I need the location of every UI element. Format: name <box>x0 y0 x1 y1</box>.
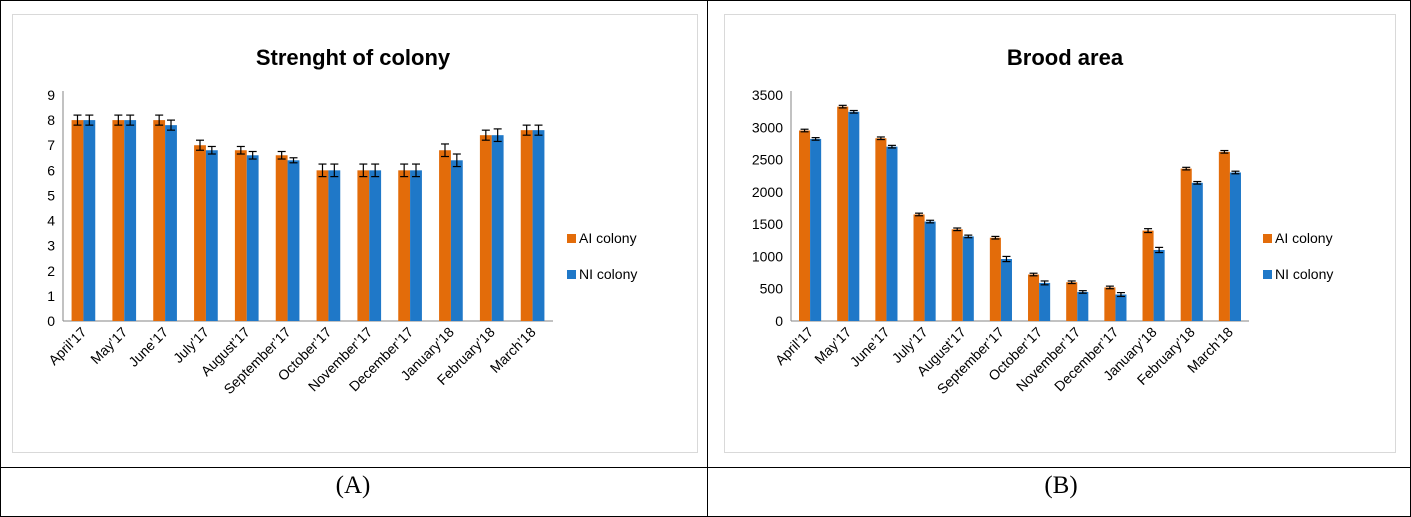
bar-ni <box>962 236 974 321</box>
bar-ni <box>124 120 137 321</box>
legend-label: AI colony <box>579 230 637 246</box>
bar-ai <box>1028 274 1040 321</box>
y-tick-label: 2000 <box>752 184 783 200</box>
legend-swatch-ai <box>567 234 576 243</box>
bar-ai <box>520 130 533 321</box>
chart-title: Strenght of colony <box>256 45 451 70</box>
caption-divider <box>0 467 1411 468</box>
bar-ni <box>1077 291 1089 321</box>
bar-ni <box>886 146 898 321</box>
caption-b: (B) <box>1044 472 1078 499</box>
bar-ni <box>1229 172 1241 321</box>
bar-ni <box>410 170 422 321</box>
chart-title: Brood area <box>1007 45 1124 70</box>
y-tick-label: 9 <box>47 87 55 103</box>
y-tick-label: 1 <box>47 288 55 304</box>
legend-swatch-ai <box>1263 234 1272 243</box>
brood-area-chart: Brood area 0 500 1000 1500 2000 2500 3000 3500 Ap… <box>752 45 1334 397</box>
y-tick-label: 3500 <box>752 87 783 103</box>
bar-ni <box>924 221 936 321</box>
bar-ai <box>194 145 206 321</box>
bar-ai <box>316 170 329 321</box>
bar-ai <box>1218 151 1230 321</box>
bar-ai <box>153 120 166 321</box>
bar-ni <box>532 130 545 321</box>
bar-ai <box>875 138 887 321</box>
panel-divider-vertical <box>707 0 708 517</box>
bar-ai <box>1180 168 1192 321</box>
y-tick-label: 7 <box>47 137 55 153</box>
bar-ni <box>287 160 300 321</box>
y-tick-label: 3000 <box>752 119 783 135</box>
bar-ai <box>234 150 247 321</box>
y-tick-label: 0 <box>47 313 55 329</box>
y-tick-label: 1000 <box>752 248 783 264</box>
y-tick-label: 3 <box>47 238 55 254</box>
bar-ai <box>837 106 849 321</box>
bar-ni <box>1153 249 1165 321</box>
bar-ai <box>1142 230 1154 321</box>
y-tick-label: 1500 <box>752 216 783 232</box>
y-tick-label: 500 <box>760 281 784 297</box>
legend-label: AI colony <box>1275 230 1333 246</box>
bar-ai <box>799 130 811 321</box>
bar-ai <box>439 150 451 321</box>
legend-swatch-ni <box>567 270 576 279</box>
bar-ai <box>913 214 925 321</box>
bar-ni <box>165 125 177 321</box>
y-tick-label: 2 <box>47 263 55 279</box>
bar-ni <box>450 160 463 321</box>
y-tick-label: 2500 <box>752 152 783 168</box>
legend-swatch-ni <box>1263 270 1272 279</box>
x-tick-label: June’17 <box>847 324 893 370</box>
y-tick-label: 0 <box>775 313 783 329</box>
bar-ai <box>479 135 492 321</box>
bar-ni <box>810 138 822 321</box>
bar-ai <box>398 170 411 321</box>
bar-ni <box>1000 259 1012 321</box>
y-tick-label: 5 <box>47 187 55 203</box>
bar-ai <box>1104 287 1116 321</box>
bar-ni <box>369 170 382 321</box>
bar-ai <box>71 120 84 321</box>
y-tick-label: 4 <box>47 213 55 229</box>
bar-ni <box>491 135 504 321</box>
bar-ai <box>112 120 125 321</box>
bar-ni <box>1039 282 1051 321</box>
legend-label: NI colony <box>579 266 637 282</box>
x-tick-label: April’17 <box>45 324 89 368</box>
chart-panel-b: Brood area 0 500 1000 1500 2000 2500 3000 3500 Ap… <box>724 14 1396 453</box>
x-tick-label: March’18 <box>487 324 539 376</box>
bar-ni <box>246 155 259 321</box>
bar-ni <box>848 111 860 321</box>
bar-ai <box>1066 282 1078 321</box>
bar-ai <box>989 237 1001 321</box>
x-tick-label: May’17 <box>87 324 130 367</box>
legend-label: NI colony <box>1275 266 1333 282</box>
x-tick-label: April’17 <box>772 324 816 368</box>
bar-ai <box>275 155 288 321</box>
bar-ni <box>1115 294 1127 321</box>
y-tick-label: 6 <box>47 162 55 178</box>
x-tick-label: June’17 <box>125 324 171 370</box>
chart-panel-a: Strenght of colony 0 1 2 3 4 5 6 7 8 9 April’17 May’… <box>12 14 698 453</box>
caption-a: (A) <box>335 472 371 499</box>
bar-ni <box>83 120 96 321</box>
bar-ni <box>1191 182 1203 321</box>
bar-ai <box>357 170 370 321</box>
bar-ni <box>328 170 341 321</box>
bar-ni <box>205 150 218 321</box>
y-tick-label: 8 <box>47 112 55 128</box>
strength-of-colony-chart: Strenght of colony 0 1 2 3 4 5 6 7 8 9 April’17May’… <box>45 45 637 397</box>
bar-ai <box>951 229 963 321</box>
